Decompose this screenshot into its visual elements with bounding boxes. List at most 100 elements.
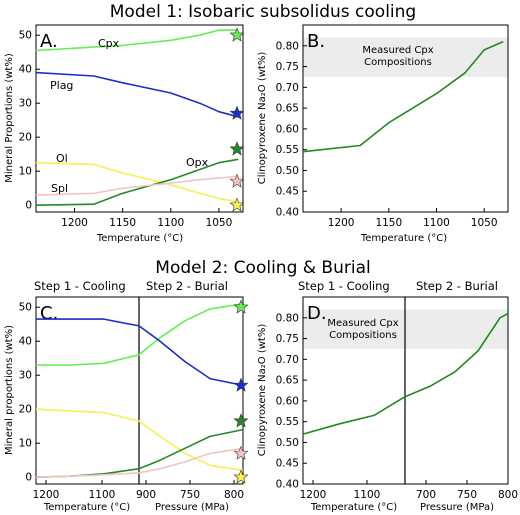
panel-a-star-plag <box>229 105 245 120</box>
panel-b-xtick-label: 1050 <box>471 217 498 229</box>
panel-d-ytick-label: 0.55 <box>276 416 299 428</box>
panel-a-ytick-label: 20 <box>19 132 32 144</box>
panel-d-ytick-label: 0.40 <box>276 479 299 491</box>
panel-c-xtick-label: 1100 <box>89 489 116 501</box>
model1-title: Model 1: Isobaric subsolidus cooling <box>110 2 416 22</box>
panel-d-ytick-label: 0.45 <box>276 458 299 470</box>
panel-b-ytick-label: 0.40 <box>276 207 299 219</box>
panel-c-ytick-label: 0 <box>25 472 32 484</box>
panel-b-ytick-label: 0.70 <box>276 82 299 94</box>
panel-c-line-cpx <box>36 303 244 366</box>
panel-a-xtick-label: 1100 <box>157 217 184 229</box>
panel-d-ytick-label: 0.65 <box>276 375 299 387</box>
label-ol-a: Ol <box>56 152 68 165</box>
panel-c-line-plag <box>36 318 244 387</box>
panel-d-xlabel-temperature: Temperature (°C) <box>310 502 397 513</box>
panel-d-xtick-label: 1100 <box>354 489 381 501</box>
panel-d-xlabel-pressure: Pressure (MPa) <box>420 502 494 513</box>
panel-d: Step 1 - Cooling Step 2 - Burial D. Meas… <box>257 279 518 513</box>
panel-b: B. Measured Cpx Compositions 0.40 0.45 0.5… <box>257 24 509 244</box>
panel-c-xlabel-temperature: Temperature (°C) <box>43 502 130 513</box>
panel-b-frame <box>302 24 509 213</box>
panel-c-step1-label: Step 1 - Cooling <box>34 279 126 293</box>
panel-c-star-cpx <box>233 299 249 314</box>
panel-c-xtick-label: 800 <box>224 489 244 501</box>
panel-a-ytick-label: 30 <box>19 98 32 110</box>
panel-a-letter: A. <box>40 31 58 52</box>
panel-d-line-na2o <box>302 312 509 435</box>
panel-c-xtick-label: 1200 <box>33 489 60 501</box>
model2-title: Model 2: Cooling & Burial <box>155 258 370 278</box>
panel-d-ylabel: Clinopyroxene Na₂O (wt%) <box>257 324 268 457</box>
panel-c-xtick-label: 750 <box>180 489 200 501</box>
panel-d-band-label-2: Compositions <box>329 330 397 341</box>
panel-b-ytick-label: 0.45 <box>276 186 299 198</box>
panel-b-ytick-label: 0.65 <box>276 103 299 115</box>
panel-a-star-opx <box>229 141 245 156</box>
panel-b-ytick-label: 0.60 <box>276 123 299 135</box>
panel-b-ylabel: Clinopyroxene Na₂O (wt%) <box>257 52 268 185</box>
panel-d-ytick-label: 0.60 <box>276 395 299 407</box>
panel-c-ytick-label: 40 <box>19 336 32 348</box>
panel-c-ytick-label: 30 <box>19 370 32 382</box>
panel-b-band-label-2: Compositions <box>364 57 432 68</box>
panel-a-ytick-label: 10 <box>19 166 32 178</box>
panel-b-ytick-label: 0.55 <box>276 144 299 156</box>
panel-c: Step 1 - Cooling Step 2 - Burial C. 0 10 2… <box>4 279 249 513</box>
panel-c-ytick-label: 20 <box>19 404 32 416</box>
panel-b-ytick-label: 0.50 <box>276 165 299 177</box>
panel-d-band-label-1: Measured Cpx <box>327 318 398 329</box>
label-cpx-a: Cpx <box>98 37 120 50</box>
panel-c-ytick-label: 10 <box>19 438 32 450</box>
panel-d-step1-label: Step 1 - Cooling <box>298 279 390 293</box>
panel-b-xtick-label: 1200 <box>328 217 355 229</box>
panel-c-star-ol <box>233 469 249 484</box>
panel-a-star-spl <box>229 173 245 188</box>
panel-c-star-opx <box>233 413 249 428</box>
panel-a-line-ol <box>35 161 239 203</box>
panel-d-ytick-label: 0.75 <box>276 333 299 345</box>
panel-a-star-cpx <box>229 27 245 42</box>
panel-a-ytick-label: 0 <box>25 200 32 212</box>
label-spl-a: Spl <box>51 182 68 195</box>
panel-d-xtick-label: 1200 <box>300 489 327 501</box>
panel-c-letter: C. <box>40 303 58 324</box>
panel-a-ytick-label: 50 <box>19 30 32 42</box>
panel-a-frame <box>35 24 244 213</box>
panel-d-ytick-label: 0.70 <box>276 354 299 366</box>
panel-c-star-spl <box>233 445 249 460</box>
panel-b-line-na2o <box>302 40 504 153</box>
panel-b-ytick-label: 0.75 <box>276 61 299 73</box>
panel-b-letter: B. <box>307 31 325 52</box>
panel-a-xlabel: Temperature (°C) <box>96 233 183 244</box>
panel-c-ytick-label: 50 <box>19 302 32 314</box>
panel-c-xlabel-pressure: Pressure (MPa) <box>155 502 229 513</box>
panel-a-xtick-label: 1150 <box>109 217 136 229</box>
panel-a-line-opx <box>35 158 239 206</box>
panel-a-star-ol <box>229 197 245 212</box>
panel-d-ytick-label: 0.50 <box>276 437 299 449</box>
panel-d-step2-label: Step 2 - Burial <box>416 279 498 293</box>
panel-b-band-label-1: Measured Cpx <box>362 45 433 56</box>
panel-a-xtick-label: 1050 <box>206 217 233 229</box>
panel-c-star-plag <box>233 377 249 392</box>
panel-c-ylabel: Mineral proportions (wt%) <box>4 325 15 455</box>
panel-a-line-spl <box>35 175 239 196</box>
panel-a-ytick-label: 40 <box>19 64 32 76</box>
label-plag-a: Plag <box>50 79 73 92</box>
label-opx-a: Opx <box>186 156 209 169</box>
panel-c-line-spl <box>35 447 244 478</box>
panel-b-measured-band <box>303 37 508 77</box>
panel-c-line-ol <box>35 408 244 472</box>
panel-d-ytick-label: 0.80 <box>276 312 299 324</box>
panel-d-letter: D. <box>307 303 327 324</box>
panel-d-xtick-label: 750 <box>457 489 477 501</box>
panel-d-xtick-label: 700 <box>416 489 436 501</box>
panel-a-xtick-label: 1200 <box>61 217 88 229</box>
panel-b-ytick-label: 0.80 <box>276 40 299 52</box>
panel-b-xtick-label: 1150 <box>375 217 402 229</box>
panel-c-step2-label: Step 2 - Burial <box>146 279 228 293</box>
panel-a-line-cpx <box>35 29 239 52</box>
